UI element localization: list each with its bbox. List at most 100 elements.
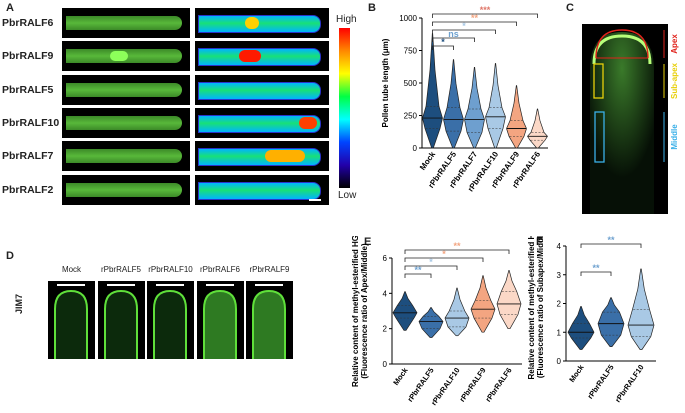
column-label: rPbrRALF9 (249, 265, 290, 274)
significance-bracket (432, 45, 454, 50)
fluorescence-image (62, 8, 190, 38)
significance-bracket (432, 21, 517, 26)
chart-f-svg: 0 1 2 3 4 Relative content of methyl-esterifi… (527, 236, 656, 404)
y-tick-label: 2 (383, 325, 388, 334)
row-label: PbrRALF2 (2, 183, 54, 196)
heatmap-image (195, 107, 329, 138)
middle-label: Middle (670, 124, 679, 150)
violin-rPbrRALF10 (444, 287, 470, 337)
category-label: Mock (567, 362, 586, 384)
violin-rPbrRALF7 (464, 67, 485, 149)
violin-rPbrRALF5 (597, 297, 625, 347)
fluorescence-image (62, 141, 190, 172)
violin-rPbrRALF9 (506, 85, 527, 149)
y-tick-label: 750 (404, 47, 418, 56)
y-tick-label: 6 (383, 254, 388, 263)
y-tick-label: 1 (557, 328, 562, 337)
significance-label: *** (480, 6, 491, 15)
heatmap-image (195, 141, 329, 172)
significance-bracket (432, 29, 496, 34)
y-tick-label: 3 (557, 271, 562, 280)
fluorescence-image (62, 41, 190, 72)
significance-label: ** (453, 241, 461, 251)
significance-label: ** (471, 13, 479, 23)
y-axis-label: Pollen tube length (μm) (381, 38, 390, 127)
violin-rPbrRALF10 (485, 63, 506, 149)
jim7-image (246, 281, 293, 359)
category-label: rPbrRALF10 (613, 363, 645, 404)
heatmap-image (195, 41, 329, 72)
violin-Mock (422, 33, 443, 149)
column-label: rPbrRALF10 (148, 265, 193, 274)
row-label: PbrRALF9 (2, 50, 54, 63)
y-axis-label: Relative content of methyl-esterified HG (527, 236, 536, 380)
jim7-image (196, 281, 244, 359)
colorbar-low-label: Low (338, 190, 357, 201)
significance-label: * (442, 249, 446, 259)
colorbar (339, 28, 350, 188)
significance-label: ** (607, 236, 615, 245)
apex-label: Apex (670, 34, 679, 54)
y-tick-label: 0 (413, 144, 418, 153)
y-axis-label: (Fluorescence ratio of Apex/Middle) (360, 243, 369, 379)
panel-c-region-markers: Apex Sub-apex Middle (663, 30, 679, 162)
heatmap-image (195, 174, 329, 205)
significance-bracket (404, 249, 510, 254)
subapex-label: Sub-apex (670, 62, 679, 99)
significance-bracket (432, 37, 475, 42)
fluorescence-image (62, 174, 190, 205)
y-tick-label: 0 (383, 360, 388, 369)
panel-b-letter: B (368, 2, 376, 14)
heatmap-image (195, 8, 329, 38)
significance-label: ns (448, 29, 459, 39)
y-tick-label: 4 (557, 242, 562, 251)
category-label: rPbrRALF5 (586, 363, 616, 401)
y-tick-label: 250 (404, 112, 418, 121)
violin-rPbrRALF5 (443, 59, 464, 149)
column-label: rPbrRALF6 (199, 265, 240, 274)
y-axis-label: (Fluorescence ratio of Subapex/Middle) (536, 236, 545, 378)
violin-Mock (567, 306, 595, 350)
significance-label: ** (592, 263, 600, 273)
significance-bracket (404, 265, 458, 270)
panel-c-letter: C (566, 2, 574, 14)
violin-rPbrRALF6 (527, 108, 548, 149)
jim7-image (97, 281, 145, 359)
y-tick-label: 4 (383, 289, 388, 298)
panel-d-letter: D (6, 250, 14, 262)
category-label: Mock (418, 150, 437, 172)
significance-label: * (462, 21, 466, 31)
significance-label: * (429, 257, 433, 267)
fluorescence-image (62, 74, 190, 105)
y-axis-label: Relative content of methyl-esterified HG (351, 236, 360, 387)
row-label: PbrRALF6 (2, 17, 54, 29)
column-label: rPbrRALF5 (100, 265, 141, 274)
panel-e-letter: E (364, 236, 372, 248)
y-tick-label: 500 (404, 79, 418, 88)
y-tick-label: 1000 (399, 14, 417, 23)
chart-b-svg: 0 250 500 750 1000 Pollen tube length (μm) Moc… (381, 6, 548, 193)
row-label: PbrRALF7 (2, 150, 54, 163)
row-label: PbrRALF10 (2, 116, 60, 129)
significance-label: ** (414, 265, 422, 275)
jim7-label: JIM7 (14, 293, 24, 314)
heatmap-image (195, 74, 329, 105)
violin-rPbrRALF5 (418, 307, 444, 338)
panel-f-letter: F (536, 236, 543, 248)
significance-label: * (441, 37, 445, 47)
significance-bracket (404, 257, 484, 262)
row-label: PbrRALF5 (2, 83, 54, 96)
panel-c-image (582, 24, 668, 214)
chart-e-svg: 0 2 4 6 Relative content of methyl-esterifie… (351, 236, 522, 407)
significance-bracket (404, 273, 432, 278)
significance-bracket (580, 271, 612, 276)
violin-rPbrRALF6 (496, 270, 522, 330)
violin-Mock (392, 291, 418, 331)
y-tick-label: 0 (557, 357, 562, 366)
significance-bracket (432, 13, 538, 18)
fluorescence-image (62, 107, 190, 138)
category-label: rPbrRALF6 (484, 366, 514, 404)
significance-bracket (580, 243, 642, 248)
violin-rPbrRALF9 (470, 275, 496, 333)
panel-a-letter: A (6, 2, 14, 14)
